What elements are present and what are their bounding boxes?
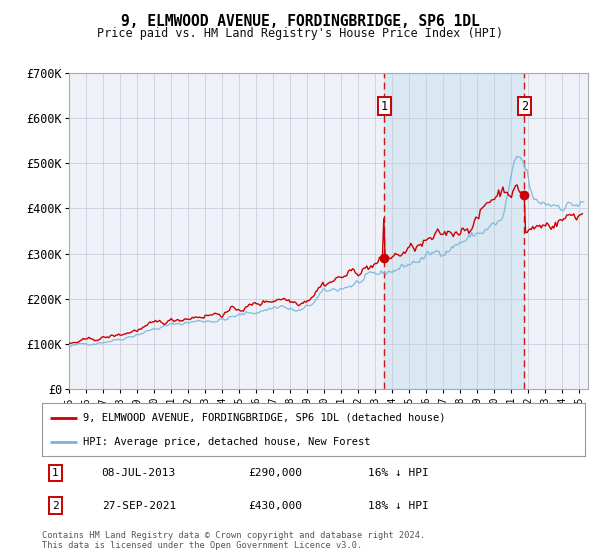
Bar bbox=[384, 73, 524, 389]
Text: 2: 2 bbox=[521, 100, 528, 113]
Text: 27-SEP-2021: 27-SEP-2021 bbox=[102, 501, 176, 511]
Text: HPI: Average price, detached house, New Forest: HPI: Average price, detached house, New … bbox=[83, 437, 370, 447]
Text: £290,000: £290,000 bbox=[248, 468, 302, 478]
Text: 18% ↓ HPI: 18% ↓ HPI bbox=[368, 501, 428, 511]
Text: 2: 2 bbox=[52, 501, 59, 511]
Text: 9, ELMWOOD AVENUE, FORDINGBRIDGE, SP6 1DL (detached house): 9, ELMWOOD AVENUE, FORDINGBRIDGE, SP6 1D… bbox=[83, 413, 445, 423]
Text: 9, ELMWOOD AVENUE, FORDINGBRIDGE, SP6 1DL: 9, ELMWOOD AVENUE, FORDINGBRIDGE, SP6 1D… bbox=[121, 14, 479, 29]
Text: 08-JUL-2013: 08-JUL-2013 bbox=[102, 468, 176, 478]
Text: Contains HM Land Registry data © Crown copyright and database right 2024.
This d: Contains HM Land Registry data © Crown c… bbox=[42, 531, 425, 550]
Text: 1: 1 bbox=[380, 100, 388, 113]
Text: £430,000: £430,000 bbox=[248, 501, 302, 511]
Text: Price paid vs. HM Land Registry's House Price Index (HPI): Price paid vs. HM Land Registry's House … bbox=[97, 27, 503, 40]
Text: 16% ↓ HPI: 16% ↓ HPI bbox=[368, 468, 428, 478]
Text: 1: 1 bbox=[52, 468, 59, 478]
